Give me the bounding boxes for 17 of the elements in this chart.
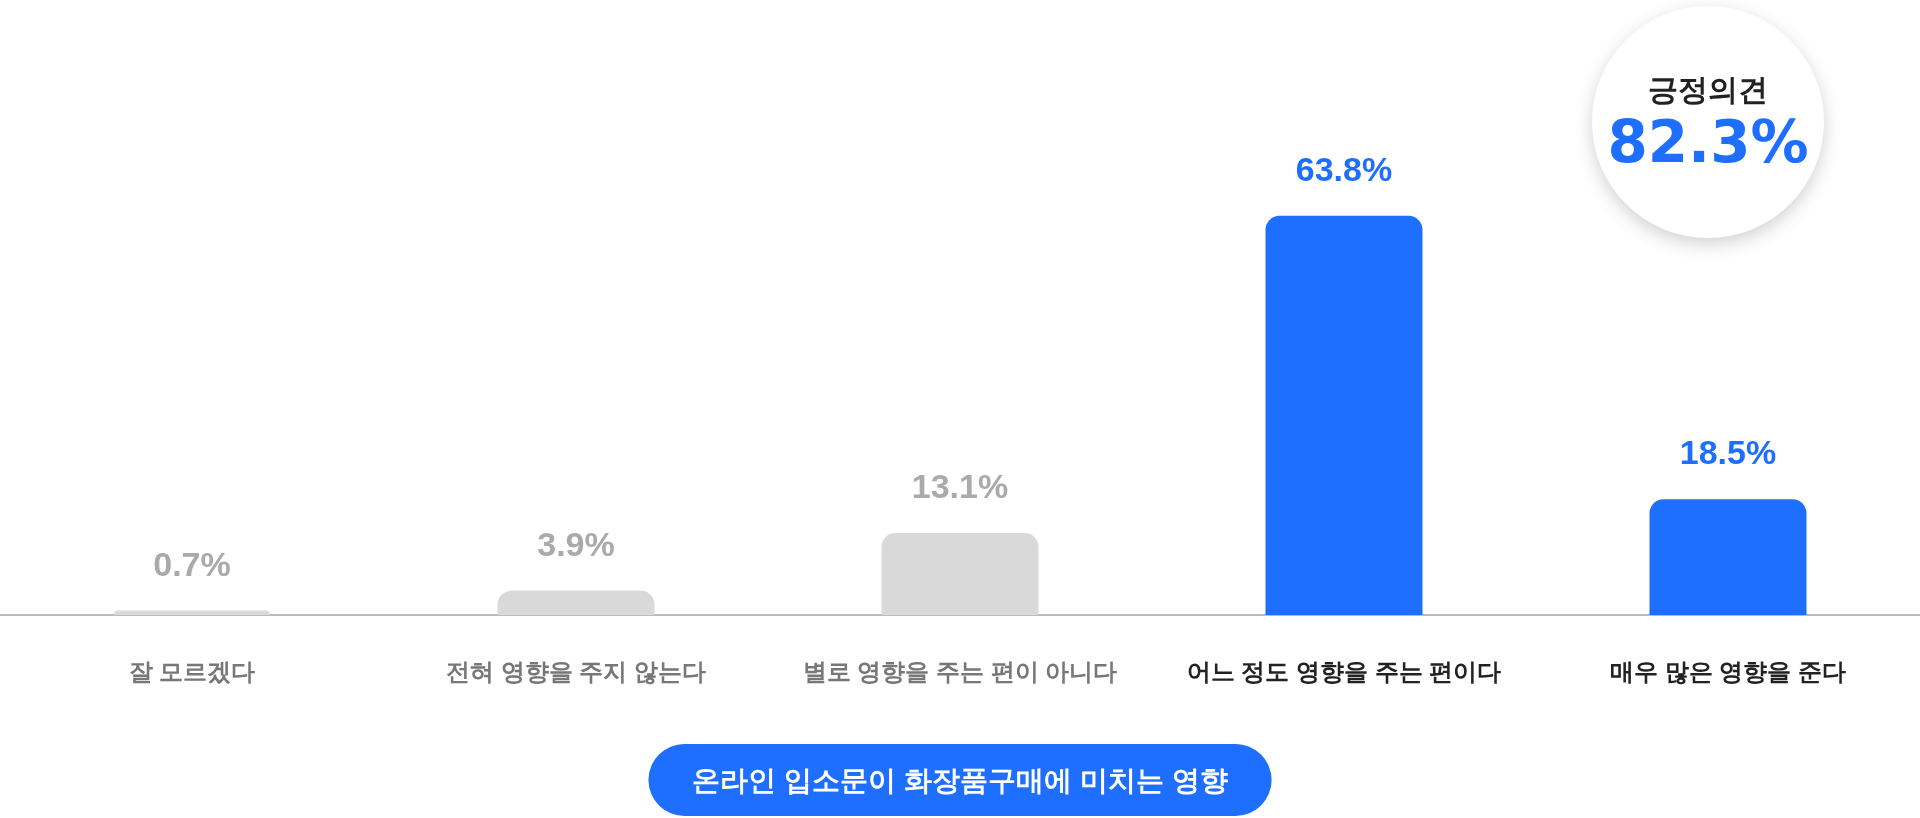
x-tick-label: 별로 영향을 주는 편이 아니다 [802, 657, 1118, 685]
badge-circle: 긍정의견 82.3% [1592, 6, 1824, 238]
text: 온라인 입소문이 화장품구매에 미치는 영향 [692, 764, 1228, 796]
data-label: 0.7% [153, 544, 231, 583]
bar [1265, 215, 1423, 615]
bar [1649, 499, 1807, 615]
bar [113, 610, 271, 615]
data-label: 13.1% [911, 467, 1009, 506]
data-label: 18.5% [1679, 433, 1777, 472]
x-tick-label: 잘 모르겠다 [128, 657, 256, 685]
bar [881, 533, 1039, 615]
x-tick-label: 전혀 영향을 주지 않는다 [445, 657, 707, 685]
bar [497, 590, 655, 615]
x-tick-label: 매우 많은 영향을 준다 [1609, 657, 1847, 685]
x-tick-label: 어느 정도 영향을 주는 편이다 [1186, 657, 1502, 685]
data-label: 3.9% [537, 524, 615, 563]
data-label: 63.8% [1295, 149, 1393, 188]
